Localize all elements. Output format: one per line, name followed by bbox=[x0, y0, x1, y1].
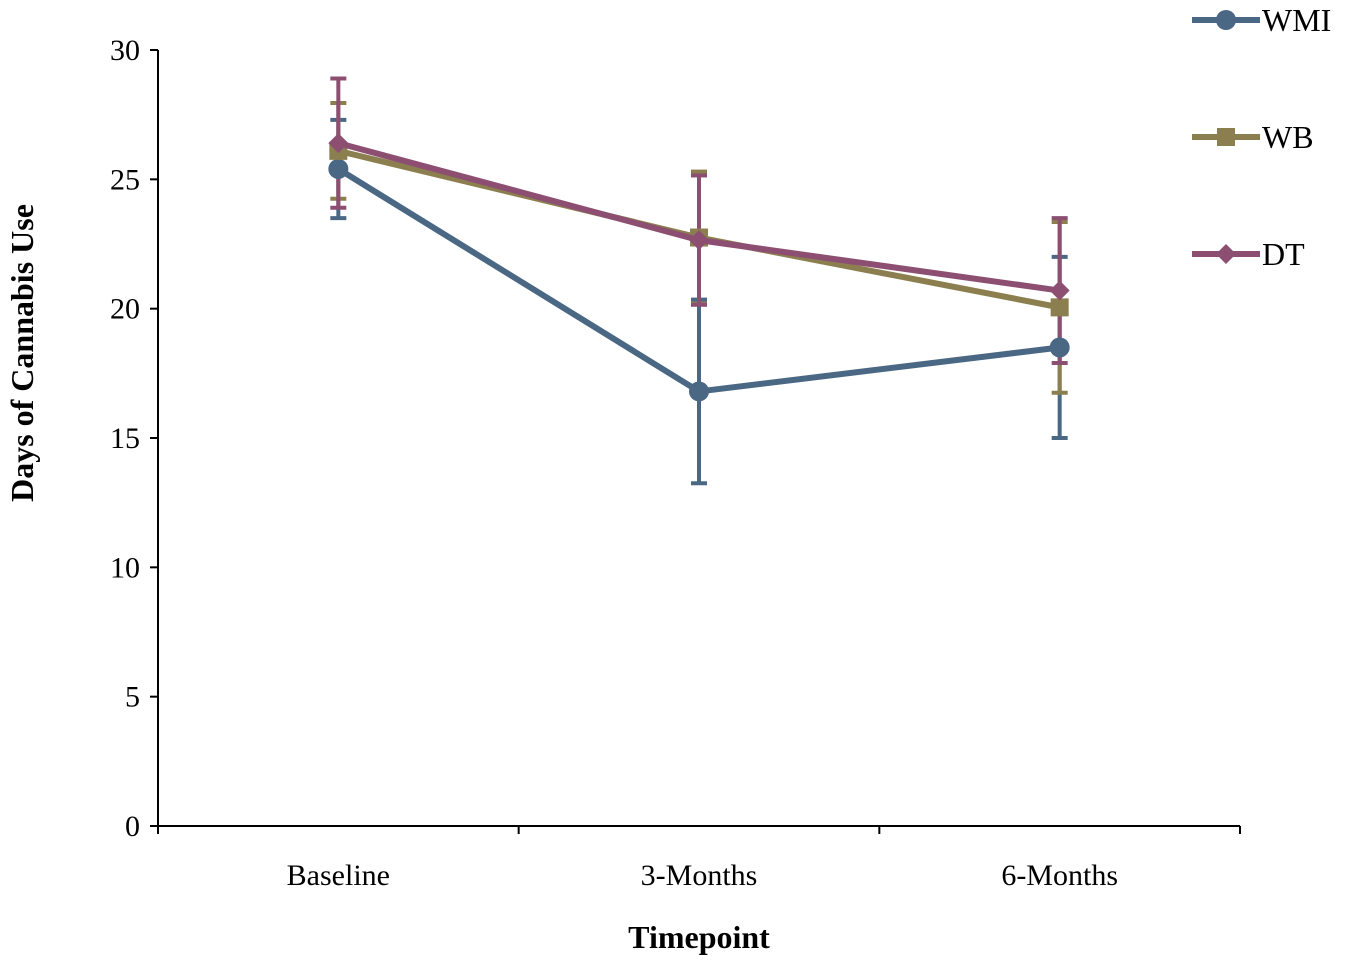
data-point-dt bbox=[328, 133, 349, 154]
data-point-wmi bbox=[328, 158, 349, 179]
y-tick-label: 25 bbox=[110, 163, 140, 196]
y-axis-label: Days of Cannabis Use bbox=[4, 204, 40, 502]
y-tick-label: 0 bbox=[125, 810, 140, 843]
x-axis-label: Timepoint bbox=[628, 919, 770, 955]
data-point-dt bbox=[689, 230, 709, 251]
y-tick-label: 5 bbox=[125, 681, 140, 714]
x-tick-label: 3-Months bbox=[641, 859, 758, 892]
legend-label: DT bbox=[1262, 236, 1305, 272]
data-point-wmi bbox=[1049, 337, 1070, 358]
legend-label: WMI bbox=[1262, 2, 1331, 38]
legend-marker bbox=[1216, 10, 1236, 30]
x-tick-label: 6-Months bbox=[1001, 859, 1118, 892]
data-point-wmi bbox=[689, 381, 709, 402]
y-tick-label: 20 bbox=[110, 293, 140, 326]
legend-marker bbox=[1217, 128, 1235, 146]
y-tick-label: 30 bbox=[110, 34, 140, 67]
data-point-dt bbox=[1049, 280, 1070, 301]
legend-marker bbox=[1216, 244, 1236, 264]
y-tick-label: 15 bbox=[110, 422, 140, 455]
data-point-wb bbox=[1050, 298, 1069, 317]
legend-label: WB bbox=[1262, 119, 1314, 155]
y-tick-label: 10 bbox=[110, 551, 140, 584]
x-tick-label: Baseline bbox=[287, 859, 390, 892]
